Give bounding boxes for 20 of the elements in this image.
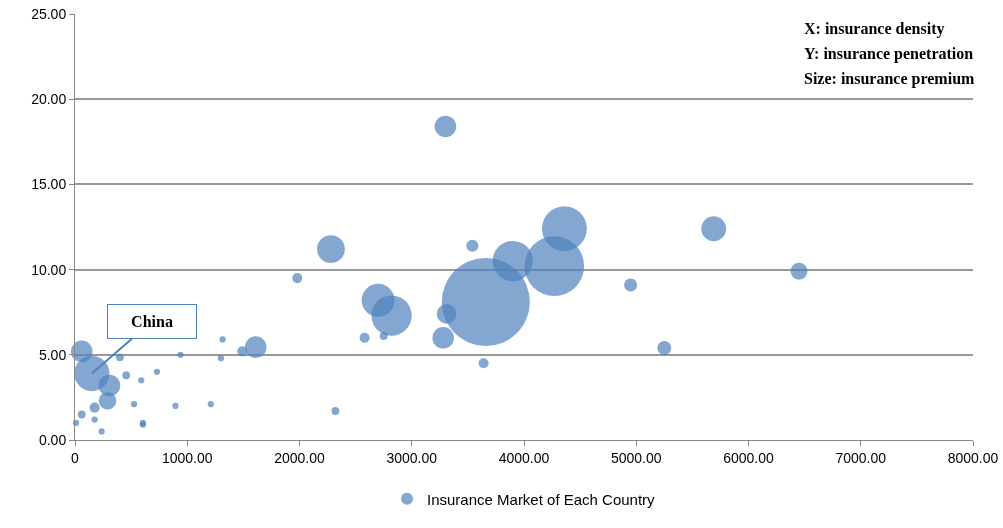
x-tick-label: 2000.00	[274, 449, 326, 466]
annotation: X: insurance density	[804, 20, 945, 38]
x-tick-label: 1000.00	[161, 449, 213, 466]
x-tick-label: 5000.00	[610, 449, 662, 466]
x-tick-label: 8000.00	[947, 449, 999, 466]
x-tick-label: 0	[71, 449, 80, 466]
annotation: Size: insurance premium	[804, 70, 976, 88]
annotation: China	[131, 313, 173, 330]
x-tick-label: 6000.00	[723, 449, 775, 466]
y-tick-label: 0.00	[38, 431, 67, 448]
y-tick-label: 5.00	[38, 346, 67, 363]
y-tick-label: 25.00	[31, 5, 67, 22]
y-tick-label: 20.00	[31, 91, 67, 108]
legend-label: Insurance Market of Each Country	[427, 490, 656, 508]
x-tick-label: 3000.00	[386, 449, 438, 466]
x-tick-label: 7000.00	[835, 449, 887, 466]
y-tick-label: 15.00	[31, 176, 67, 193]
annotation: Y: insurance penetration	[804, 45, 974, 63]
x-tick-label: 4000.00	[498, 449, 550, 466]
y-tick-label: 10.00	[31, 261, 67, 278]
